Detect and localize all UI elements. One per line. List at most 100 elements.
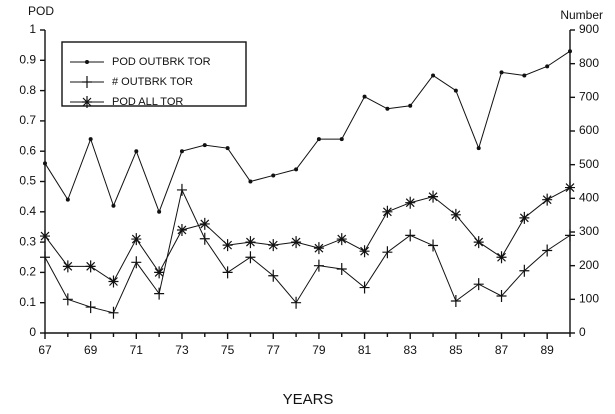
x-tick-label: 67 [38, 343, 52, 357]
marker-dot [271, 173, 276, 178]
marker-plus [450, 295, 461, 308]
marker-dot [65, 197, 70, 202]
y2-axis-label: Number [560, 8, 603, 22]
x-tick-label: 77 [267, 343, 281, 357]
marker-star [405, 196, 416, 209]
y2-tick-label: 600 [579, 123, 599, 137]
marker-plus [176, 183, 187, 196]
marker-dot [385, 106, 390, 111]
marker-dot [225, 146, 230, 151]
y-axis-label: POD [28, 4, 54, 18]
marker-star [359, 245, 370, 258]
marker-star [382, 205, 393, 218]
marker-plus [542, 244, 553, 257]
y-tick-label: 0.6 [19, 143, 36, 157]
marker-star [40, 230, 50, 243]
marker-star [131, 233, 142, 246]
marker-dot [476, 146, 481, 151]
marker-plus [565, 229, 575, 242]
y-tick-label: 0.9 [19, 52, 36, 66]
series-line [44, 188, 571, 314]
marker-dot [362, 94, 367, 99]
legend-box [61, 41, 247, 107]
x-tick-label: 89 [540, 343, 554, 357]
marker-plus [496, 289, 507, 302]
marker-star [336, 233, 347, 246]
marker-star [496, 251, 507, 264]
x-tick-label: 75 [221, 343, 235, 357]
marker-dot [316, 137, 321, 142]
marker-star [268, 239, 279, 252]
y2-tick-label: 400 [579, 191, 599, 205]
marker-dot [85, 60, 89, 64]
marker-dot [179, 149, 184, 154]
y-tick-label: 0 [29, 325, 36, 339]
y2-tick-label: 200 [579, 258, 599, 272]
marker-dot [294, 167, 299, 172]
y2-tick-label: 700 [579, 90, 599, 104]
marker-star [313, 242, 324, 255]
legend-label: POD ALL TOR [112, 96, 183, 108]
x-tick-label: 87 [495, 343, 509, 357]
marker-plus [82, 76, 92, 88]
marker-dot [43, 161, 47, 166]
marker-star [82, 96, 92, 108]
y-tick-label: 0.3 [19, 234, 36, 248]
marker-star [222, 239, 233, 252]
marker-plus [313, 259, 324, 272]
marker-dot [499, 70, 504, 75]
marker-star [199, 217, 210, 230]
y2-tick-label: 800 [579, 56, 599, 70]
x-tick-label: 71 [130, 343, 144, 357]
marker-star [154, 266, 165, 279]
y-tick-label: 0.2 [19, 265, 36, 279]
y2-tick-label: 300 [579, 224, 599, 238]
marker-plus [473, 278, 484, 291]
marker-dot [111, 203, 116, 208]
marker-dot [408, 103, 413, 108]
marker-star [473, 236, 484, 249]
marker-star [85, 260, 96, 273]
x-tick-label: 79 [312, 343, 326, 357]
y-tick-label: 0.4 [19, 204, 36, 218]
marker-plus [245, 251, 256, 264]
x-axis-label: YEARS [283, 391, 334, 408]
marker-dot [431, 73, 436, 78]
y-tick-label: 0.1 [19, 295, 36, 309]
marker-plus [382, 246, 393, 259]
marker-plus [85, 301, 96, 314]
marker-star [291, 236, 302, 249]
legend-label: # OUTBRK TOR [112, 76, 193, 88]
marker-dot [248, 179, 253, 184]
x-tick-label: 85 [449, 343, 463, 357]
marker-star [428, 190, 439, 203]
y-tick-label: 0.7 [19, 113, 36, 127]
marker-star [176, 223, 187, 236]
marker-dot [545, 64, 550, 69]
marker-star [108, 275, 119, 288]
y2-tick-label: 0 [579, 325, 586, 339]
marker-dot [568, 49, 572, 54]
marker-plus [336, 263, 347, 276]
x-tick-label: 69 [84, 343, 98, 357]
y2-tick-label: 500 [579, 157, 599, 171]
marker-dot [88, 137, 93, 142]
legend-label: POD OUTBRK TOR [112, 56, 211, 68]
marker-plus [291, 296, 302, 309]
marker-star [542, 193, 553, 206]
marker-plus [268, 269, 279, 282]
marker-plus [62, 293, 73, 306]
marker-dot [134, 149, 139, 154]
y2-tick-label: 900 [579, 22, 599, 36]
marker-plus [108, 306, 119, 319]
y-tick-label: 1 [29, 22, 36, 36]
marker-plus [40, 251, 50, 264]
marker-star [450, 208, 461, 221]
marker-plus [405, 229, 416, 242]
marker-star [565, 181, 575, 194]
y2-tick-label: 100 [579, 292, 599, 306]
marker-star [519, 211, 530, 224]
marker-plus [199, 232, 210, 245]
marker-plus [222, 266, 233, 279]
